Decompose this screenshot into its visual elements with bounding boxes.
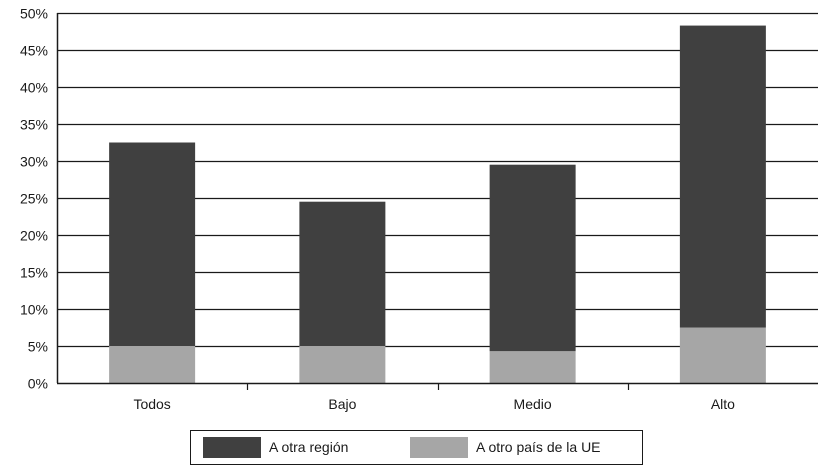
y-tick-label: 10% [20, 302, 48, 318]
y-tick-label: 40% [20, 80, 48, 96]
y-tick-label: 50% [20, 6, 48, 22]
axes: 0% 5% 10% 15% 20% 25% 30% 35% 40% 45% 50% Todos Bajo… [20, 6, 818, 412]
x-tick-label: Medio [514, 396, 552, 412]
y-tick-label: 30% [20, 154, 48, 170]
bar-segment [679, 327, 766, 383]
y-tick-label: 15% [20, 265, 48, 281]
bars [109, 25, 766, 383]
y-tick-label: 35% [20, 117, 48, 133]
y-tick-label: 5% [28, 339, 48, 355]
bar-segment [109, 142, 196, 346]
legend-label: A otra región [269, 439, 348, 455]
y-tick-label: 0% [28, 376, 48, 392]
legend-swatch [203, 437, 261, 458]
bar-segment [489, 351, 576, 383]
bar-segment [489, 164, 576, 352]
bar-segment [679, 25, 766, 328]
legend: A otra región A otro país de la UE [190, 430, 643, 465]
legend-label: A otro país de la UE [476, 439, 601, 455]
x-tick-label: Todos [133, 396, 170, 412]
x-tick-label: Alto [711, 396, 735, 412]
x-tick-label: Bajo [328, 396, 356, 412]
y-tick-label: 20% [20, 228, 48, 244]
y-tick-label: 45% [20, 43, 48, 59]
bar-segment [109, 346, 196, 383]
bar-segment [299, 346, 386, 383]
bar-segment [299, 201, 386, 346]
y-tick-label: 25% [20, 191, 48, 207]
legend-swatch [410, 437, 468, 458]
